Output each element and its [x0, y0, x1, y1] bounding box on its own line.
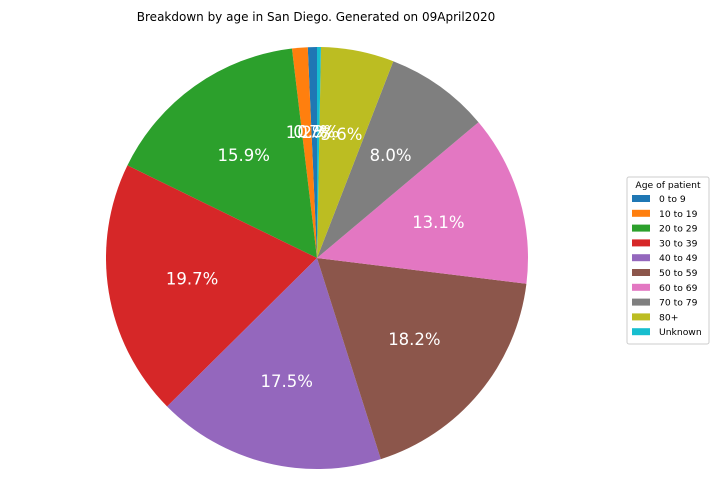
legend-swatch-2: [632, 209, 650, 217]
pie-slices: [105, 46, 528, 470]
legend-swatch-3: [632, 224, 650, 232]
pie-percent-label-2: 1.2%: [286, 123, 328, 142]
pie-percent-label-9: 5.6%: [321, 125, 363, 144]
legend-entry-7: 60 to 69: [659, 283, 698, 294]
pie-slice-8: [317, 61, 479, 258]
legend-swatch-9: [632, 313, 650, 321]
pie-percent-label-4: 19.7%: [166, 270, 218, 289]
legend-swatch-6: [632, 269, 650, 276]
pie-slice-5: [167, 258, 381, 470]
legend-swatch-4: [632, 239, 650, 247]
pie-slice-3: [127, 48, 318, 258]
legend-entry-10: Unknown: [659, 327, 702, 338]
legend-entry-6: 50 to 59: [659, 268, 698, 279]
pie-percent-label-10: 0.3%: [297, 122, 339, 141]
legend-entry-9: 80+: [659, 312, 678, 323]
pie-percent-label-3: 15.9%: [217, 146, 269, 165]
legend-entry-5: 40 to 49: [659, 253, 698, 264]
pie-slice-4: [105, 165, 318, 407]
legend: Age of patient 0 to 9 10 to 19 20 to 29 30 …: [626, 176, 710, 345]
legend-swatch-1: [632, 195, 650, 202]
pie-slice-2: [291, 47, 317, 259]
legend-swatch-7: [632, 283, 650, 291]
legend-items: 0 to 9 10 to 19 20 to 29 30 to 39 40 to 49 50…: [632, 194, 702, 338]
legend-swatch-10: [632, 328, 650, 336]
legend-entry-1: 0 to 9: [659, 194, 686, 205]
pie-slice-10: [317, 47, 321, 258]
chart-title: Breakdown by age in San Diego. Generated…: [137, 10, 495, 24]
pie-slice-9: [317, 47, 394, 258]
pie-percent-label-6: 18.2%: [388, 330, 440, 349]
pie-slice-6: [317, 258, 527, 460]
legend-entry-8: 70 to 79: [659, 298, 698, 309]
legend-entry-4: 30 to 39: [659, 238, 698, 249]
pie-percent-label-1: 0.7%: [293, 122, 335, 141]
pie-percent-label-5: 17.5%: [260, 372, 312, 391]
legend-title: Age of patient: [635, 180, 701, 191]
pie-slice-7: [317, 122, 528, 284]
legend-entry-2: 10 to 19: [659, 209, 698, 220]
legend-swatch-8: [632, 298, 650, 306]
pie-percent-label-8: 8.0%: [370, 146, 412, 165]
pie-slice-1: [307, 46, 317, 259]
pie-percent-label-7: 13.1%: [412, 213, 464, 232]
legend-swatch-5: [632, 254, 650, 262]
pie-percent-labels: 0.7%1.2% 15.9% 19.7% 17.5% 18.2% 13.1% 8.0% 5.6…: [166, 122, 465, 391]
legend-entry-3: 20 to 29: [659, 224, 698, 235]
